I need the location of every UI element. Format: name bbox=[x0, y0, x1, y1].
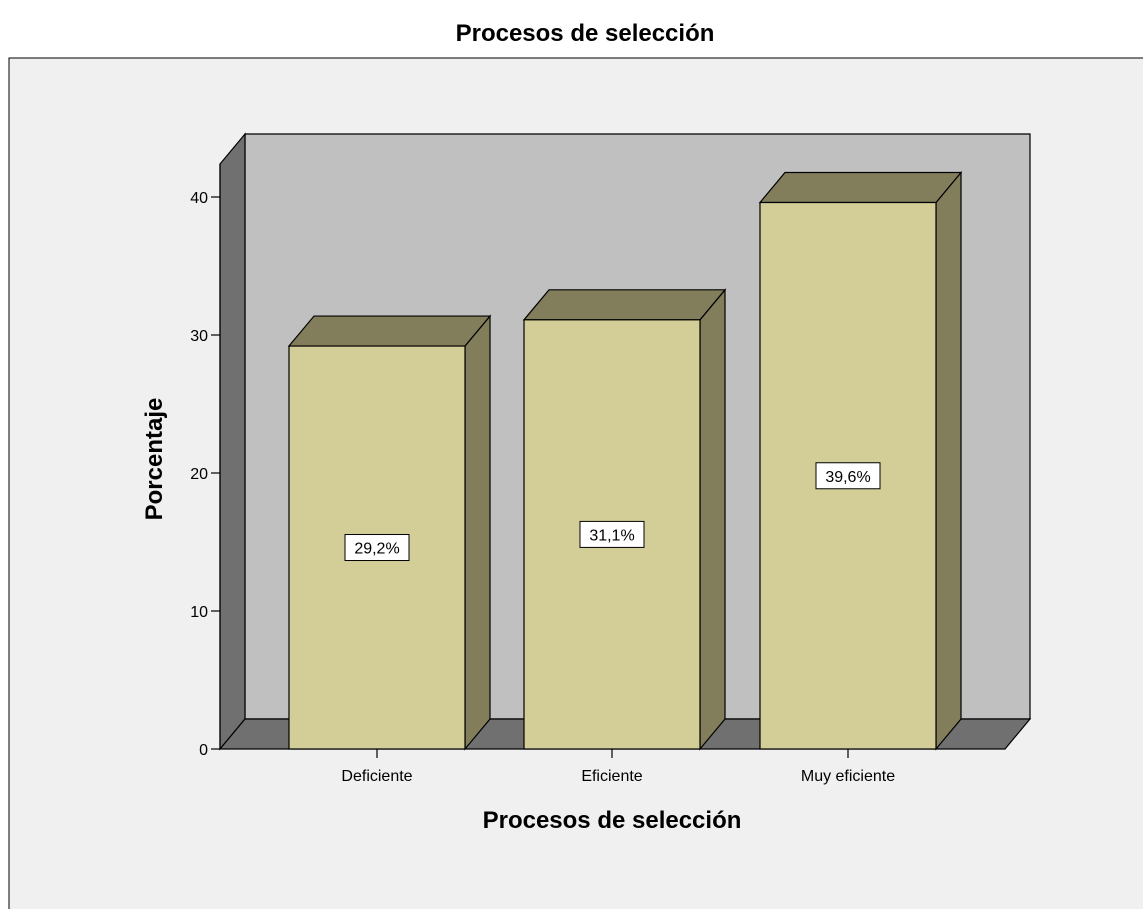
y-tick-label: 0 bbox=[199, 742, 208, 759]
bar-side bbox=[464, 314, 491, 751]
x-axis: Deficiente Eficiente Muy eficiente bbox=[341, 749, 895, 785]
data-label: 39,6% bbox=[825, 469, 870, 486]
data-label-box bbox=[815, 462, 881, 490]
y-tick-label: 20 bbox=[190, 466, 208, 483]
y-tick-label: 40 bbox=[190, 190, 208, 207]
chart-title: Procesos de selección bbox=[456, 20, 715, 47]
bar-top bbox=[287, 315, 492, 347]
x-tick-label: Eficiente bbox=[581, 768, 642, 785]
bar-group: 29,2% bbox=[287, 314, 492, 751]
data-label: 29,2% bbox=[354, 541, 399, 558]
y-tick-label: 10 bbox=[190, 604, 208, 621]
y-tick-label: 30 bbox=[190, 328, 208, 345]
bar-top bbox=[758, 171, 963, 204]
bar-side bbox=[935, 170, 962, 751]
y-axis-label: Porcentaje bbox=[141, 398, 168, 521]
bar-top bbox=[522, 289, 727, 321]
bar-group: 39,6% bbox=[758, 170, 963, 751]
data-label-box bbox=[344, 534, 410, 562]
x-tick-label: Deficiente bbox=[341, 768, 412, 785]
bars: 29,2% 31,1% 39,6% bbox=[287, 170, 963, 751]
bar-side bbox=[699, 288, 726, 751]
data-label-box bbox=[579, 520, 645, 548]
y-axis: 0 10 20 30 40 bbox=[190, 164, 221, 759]
x-axis-label: Procesos de selección bbox=[483, 807, 742, 834]
side-wall bbox=[219, 132, 246, 751]
bar-group: 31,1% bbox=[522, 288, 727, 751]
data-label: 31,1% bbox=[589, 527, 634, 544]
x-tick-label: Muy eficiente bbox=[801, 768, 895, 785]
